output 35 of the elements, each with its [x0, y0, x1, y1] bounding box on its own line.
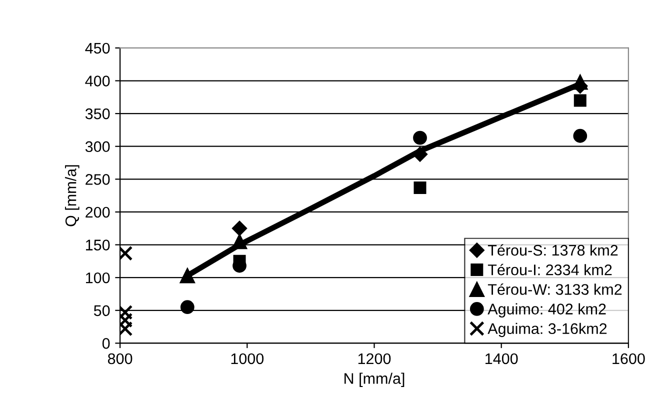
point [574, 94, 586, 107]
y-tick-label: 0 [102, 338, 110, 349]
y-tick-label: 250 [86, 174, 110, 185]
x-tick-label: 1000 [231, 353, 264, 364]
x-tick-label: 1600 [612, 353, 645, 364]
point [120, 321, 133, 336]
x-tick-label: 1200 [358, 353, 391, 364]
y-tick-label: 400 [85, 76, 110, 86]
point [573, 128, 588, 143]
y-tick-label: 150 [86, 240, 110, 250]
x-tick-label: 1400 [486, 353, 518, 364]
y-tick-label: 100 [86, 272, 110, 284]
legend-label: Térou-W: 3133 km2 [488, 283, 622, 295]
point [413, 130, 427, 145]
legend-label: Aguima: 3-16km2 [488, 322, 607, 338]
x-axis-title: N [mm/a] [344, 372, 404, 387]
y-tick-label: 50 [94, 305, 110, 316]
point [414, 181, 426, 194]
point [120, 312, 133, 328]
point [120, 304, 133, 320]
x-tick-label: 800 [108, 353, 132, 364]
legend-label: Térou-S: 1378 km2 [488, 244, 618, 256]
y-tick-label: 300 [85, 141, 110, 152]
legend-label: Térou-I: 2334 km2 [488, 264, 612, 276]
y-axis-title: Q [mm/a] [65, 165, 80, 226]
point [232, 220, 248, 236]
point [180, 300, 194, 314]
y-tick-label: 350 [85, 108, 110, 120]
point [120, 246, 133, 261]
legend-label: Aguimo: 402 km2 [488, 303, 606, 318]
y-tick-label: 450 [85, 42, 110, 54]
point [572, 74, 588, 90]
point [180, 268, 196, 284]
y-tick-label: 200 [86, 206, 110, 218]
point [232, 234, 248, 250]
